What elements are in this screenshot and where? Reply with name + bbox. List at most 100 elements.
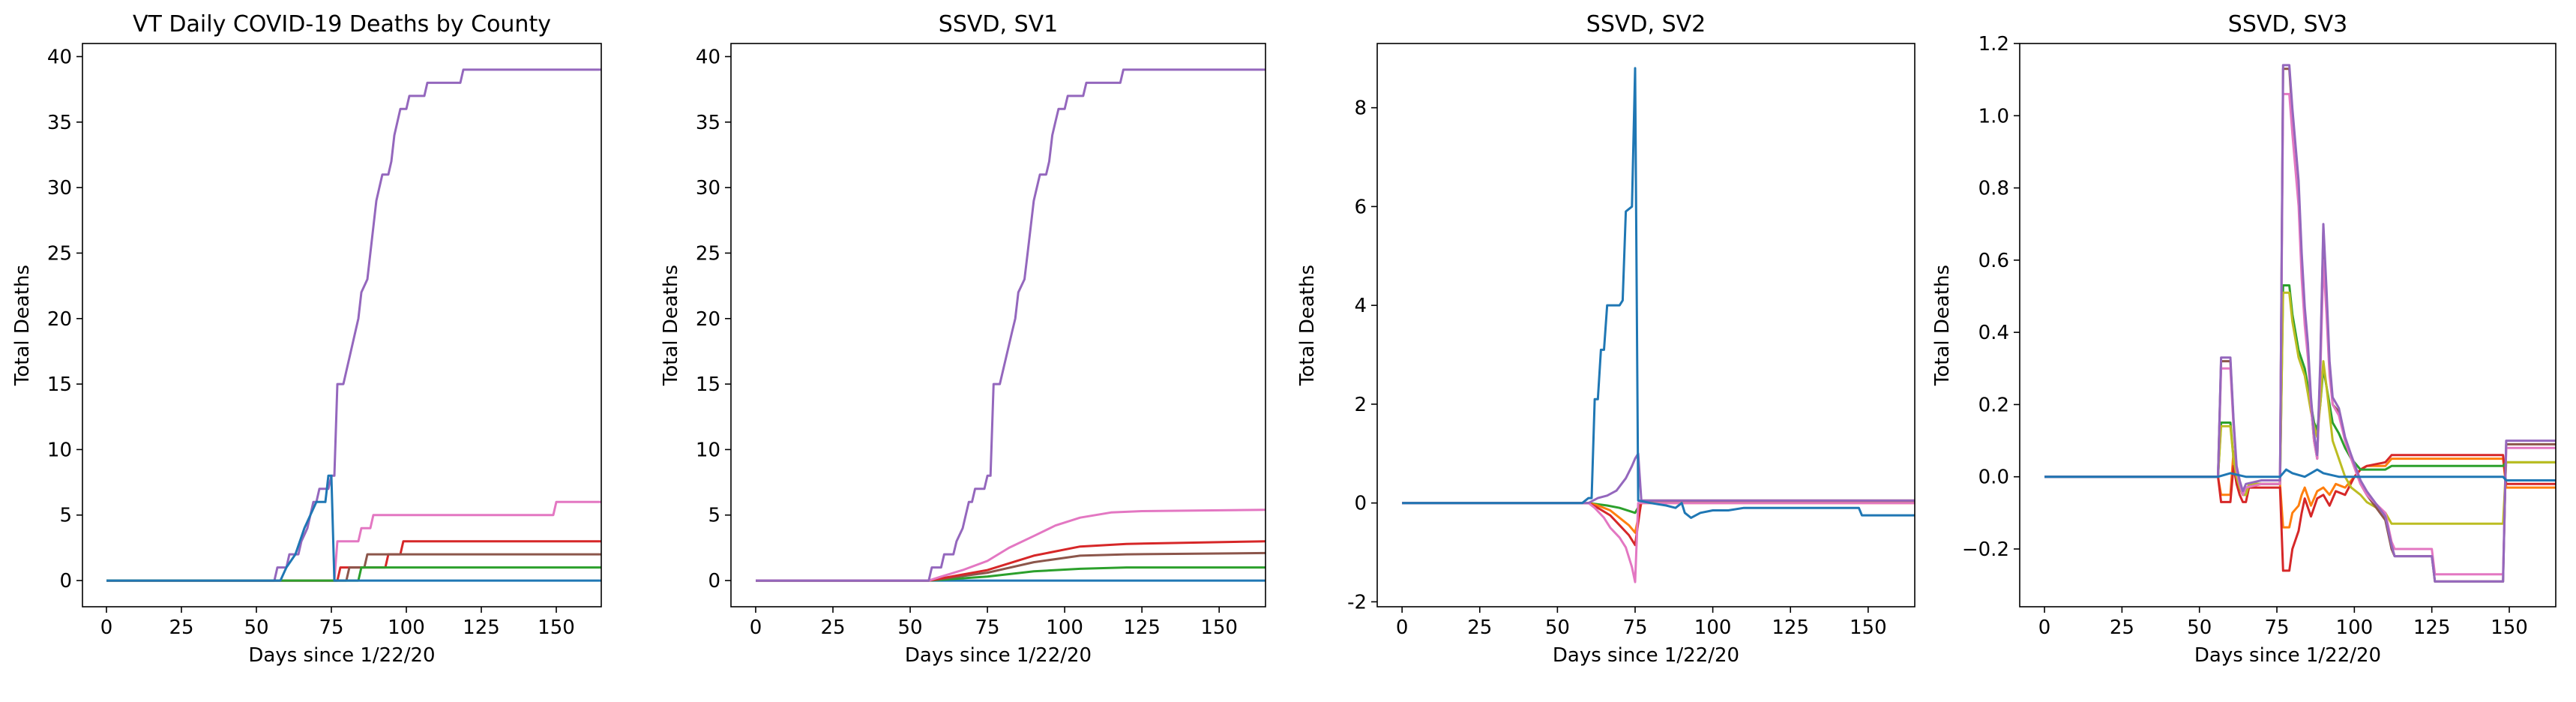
chart-panel-1: 0 25 50 75 100 125 150 0 5 10 15 20 25 30 35 40 VT Daily… bbox=[11, 11, 602, 667]
series-group bbox=[756, 68, 1266, 582]
series-line-5 bbox=[2044, 68, 2556, 583]
x-tick-label: 50 bbox=[897, 616, 922, 639]
series-line-6 bbox=[756, 68, 1266, 582]
chart-panel-4: 0 25 50 75 100 125 150 −0.2 0.0 0.2 0.4 0.6 0.8 1.0 1.… bbox=[1931, 11, 2557, 667]
series-line-6 bbox=[1402, 67, 1915, 519]
chart-title: SSVD, SV1 bbox=[939, 11, 1058, 38]
x-tick-label: 75 bbox=[1622, 616, 1647, 639]
x-tick-label: 25 bbox=[1467, 616, 1492, 639]
x-tick-label: 75 bbox=[2264, 616, 2289, 639]
chart-panel-2: 0 25 50 75 100 125 150 0 5 10 15 20 25 30 35 40 SSVD, SV… bbox=[660, 11, 1266, 667]
y-tick-label: 1.2 bbox=[1978, 33, 2009, 56]
y-tick-label: 0.2 bbox=[1978, 394, 2009, 416]
y-tick-label: 30 bbox=[47, 177, 72, 200]
y-tick-label: 20 bbox=[696, 308, 720, 331]
series-line-2 bbox=[106, 500, 601, 582]
x-axis-label: Days since 1/22/20 bbox=[248, 644, 435, 667]
x-tick-label: 150 bbox=[1850, 616, 1887, 639]
series-line-5 bbox=[1402, 452, 1915, 505]
x-tick-label: 75 bbox=[975, 616, 1000, 639]
y-tick-label: 20 bbox=[47, 308, 72, 331]
series-line-3 bbox=[106, 540, 601, 582]
y-axis-label: Total Deaths bbox=[1296, 265, 1319, 386]
x-tick-label: 0 bbox=[2038, 616, 2051, 639]
chart-title: SSVD, SV2 bbox=[1586, 11, 1706, 38]
x-tick-label: 0 bbox=[1396, 616, 1409, 639]
y-tick-label: 5 bbox=[708, 505, 720, 527]
series-line-2 bbox=[756, 566, 1266, 582]
y-tick-label: 40 bbox=[47, 46, 72, 68]
series-group bbox=[1402, 67, 1915, 584]
x-tick-label: 125 bbox=[1772, 616, 1809, 639]
x-tick-label: 125 bbox=[463, 616, 500, 639]
x-tick-label: 50 bbox=[244, 616, 268, 639]
x-axis-label: Days since 1/22/20 bbox=[2194, 644, 2381, 667]
y-tick-label: 4 bbox=[1354, 295, 1367, 317]
series-line-2 bbox=[2044, 454, 2556, 572]
y-tick-label: 15 bbox=[696, 374, 720, 396]
x-tick-label: 50 bbox=[1545, 616, 1570, 639]
series-line-4 bbox=[2044, 291, 2556, 525]
y-tick-label: 1.0 bbox=[1978, 105, 2009, 128]
x-tick-label: 100 bbox=[2336, 616, 2374, 639]
series-group bbox=[106, 68, 601, 582]
y-tick-label: 25 bbox=[696, 242, 720, 265]
axes-frame bbox=[730, 43, 1266, 608]
x-tick-label: 150 bbox=[538, 616, 575, 639]
x-tick-label: 100 bbox=[388, 616, 425, 639]
x-tick-label: 150 bbox=[2491, 616, 2528, 639]
y-tick-label: 0 bbox=[1354, 493, 1367, 515]
x-tick-label: 25 bbox=[169, 616, 193, 639]
axes-frame bbox=[1376, 43, 1916, 608]
y-tick-label: 10 bbox=[47, 439, 72, 461]
y-axis-label: Total Deaths bbox=[1931, 265, 1954, 386]
y-tick-label: −0.2 bbox=[1962, 538, 2009, 561]
x-axis-label: Days since 1/22/20 bbox=[1553, 644, 1739, 667]
series-line-5 bbox=[106, 566, 601, 582]
y-tick-label: 30 bbox=[696, 177, 720, 200]
y-tick-label: 15 bbox=[47, 374, 72, 396]
series-line-8 bbox=[2044, 468, 2556, 482]
y-tick-label: 35 bbox=[696, 112, 720, 134]
chart-title: VT Daily COVID-19 Deaths by County bbox=[133, 11, 551, 38]
y-axis-label: Total Deaths bbox=[660, 265, 682, 386]
series-line-5 bbox=[756, 508, 1266, 582]
y-tick-label: 0.6 bbox=[1978, 250, 2009, 272]
chart-panel-3: 0 25 50 75 100 125 150 -2 0 2 4 6 8 SSVD, SV2 Days sin… bbox=[1296, 11, 1916, 667]
y-tick-label: 35 bbox=[47, 112, 72, 134]
y-tick-label: 0.8 bbox=[1978, 178, 2009, 200]
x-axis-label: Days since 1/22/20 bbox=[905, 644, 1092, 667]
x-tick-label: 0 bbox=[750, 616, 762, 639]
x-tick-label: 75 bbox=[319, 616, 343, 639]
y-tick-label: 40 bbox=[696, 46, 720, 68]
y-tick-label: 2 bbox=[1354, 394, 1367, 416]
x-tick-label: 0 bbox=[100, 616, 113, 639]
y-tick-label: 5 bbox=[59, 505, 72, 527]
axes-frame bbox=[2019, 43, 2557, 608]
x-tick-label: 50 bbox=[2187, 616, 2212, 639]
y-tick-label: 25 bbox=[47, 242, 72, 265]
axes-frame bbox=[82, 43, 602, 608]
y-tick-label: 0 bbox=[59, 570, 72, 592]
x-tick-label: 25 bbox=[820, 616, 845, 639]
y-axis-label: Total Deaths bbox=[11, 265, 34, 386]
series-line-4 bbox=[1402, 502, 1915, 584]
x-tick-label: 125 bbox=[2413, 616, 2451, 639]
x-tick-label: 100 bbox=[1694, 616, 1732, 639]
x-tick-label: 25 bbox=[2110, 616, 2134, 639]
series-line-7 bbox=[2044, 64, 2556, 583]
series-line-1 bbox=[106, 68, 601, 582]
series-line-6 bbox=[106, 474, 601, 582]
x-tick-label: 150 bbox=[1200, 616, 1238, 639]
y-tick-label: 6 bbox=[1354, 196, 1367, 218]
y-tick-label: 10 bbox=[696, 439, 720, 461]
y-tick-label: 8 bbox=[1354, 98, 1367, 120]
x-tick-label: 100 bbox=[1046, 616, 1083, 639]
y-tick-label: 0 bbox=[708, 570, 720, 592]
series-line-3 bbox=[2044, 284, 2556, 496]
y-tick-label: 0.4 bbox=[1978, 322, 2009, 344]
y-tick-label: 0.0 bbox=[1978, 466, 2009, 489]
y-tick-label: -2 bbox=[1347, 591, 1367, 614]
x-tick-label: 125 bbox=[1123, 616, 1161, 639]
